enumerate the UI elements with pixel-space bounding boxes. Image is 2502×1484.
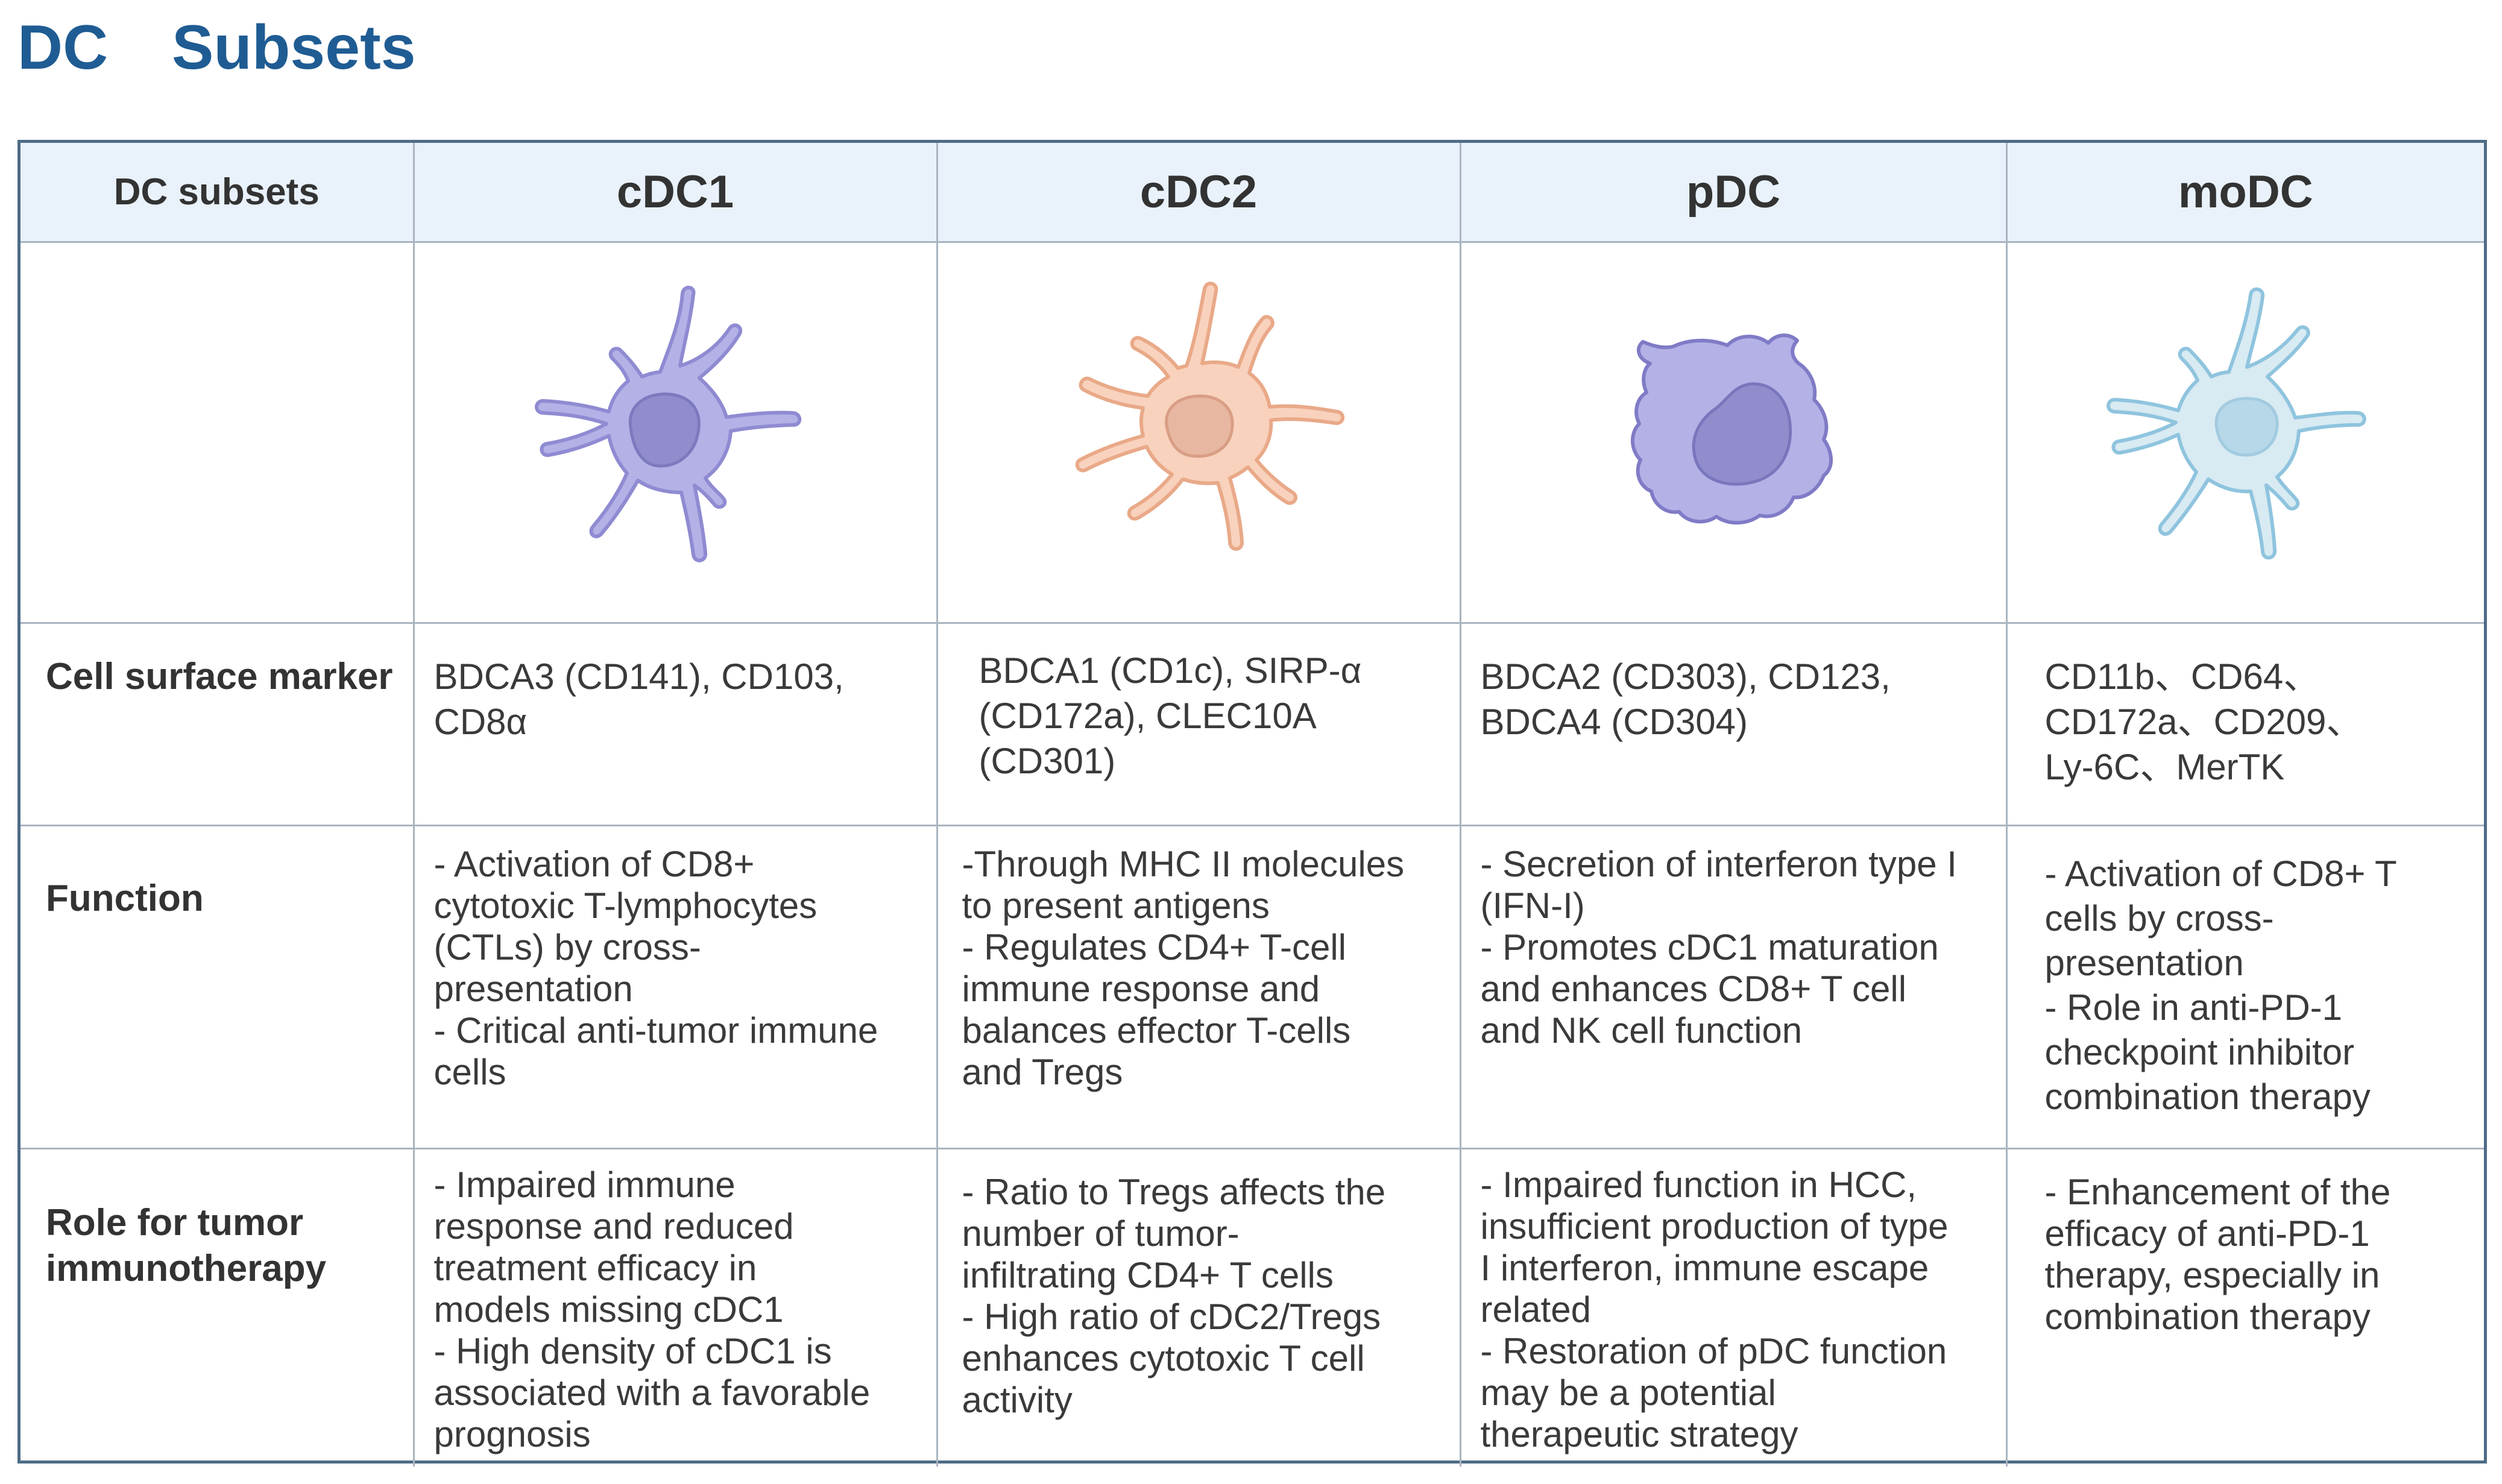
role-text-cdc2: - Ratio to Tregs affects the number of t… — [962, 1171, 1386, 1420]
pdc-cell-icon — [1630, 333, 1833, 525]
marker-cell-cdc1: BDCA3 (CD141), CD103, CD8α — [412, 621, 938, 826]
function-text-cdc1: - Activation of CD8+ cytotoxic T-lymphoc… — [433, 843, 878, 1092]
function-cell-cdc2: -Through MHC II molecules to present ant… — [936, 824, 1461, 1149]
function-text-pdc: - Secretion of interferon type I (IFN-I)… — [1480, 843, 1957, 1051]
row-label-role-for-tumor-immunotherapy: Role for tumor immunotherapy — [20, 1147, 415, 1467]
cell-illustration-cdc1 — [412, 241, 938, 624]
cell-illustration-modc — [2005, 241, 2484, 624]
header-row: DC subsets cDC1 cDC2 pDC moDC — [20, 143, 2484, 243]
role-cell-cdc2: - Ratio to Tregs affects the number of t… — [936, 1147, 1461, 1467]
column-header-pdc: pDC — [1459, 143, 2008, 243]
column-header-modc: moDC — [2005, 143, 2484, 243]
corner-header: DC subsets — [20, 143, 415, 243]
dc-subsets-table: DC subsets cDC1 cDC2 pDC moDC — [17, 140, 2487, 1467]
marker-text-pdc: BDCA2 (CD303), CD123, BDCA4 (CD304) — [1480, 656, 1891, 742]
column-header-cdc1: cDC1 — [412, 143, 938, 243]
column-header-cdc2: cDC2 — [936, 143, 1461, 243]
function-row: Function - Activation of CD8+ cytotoxic … — [20, 824, 2484, 1149]
role-cell-modc: - Enhancement of the efficacy of anti-PD… — [2005, 1147, 2484, 1467]
illustration-row-label — [20, 241, 415, 624]
row-label-text: Role for tumor immunotherapy — [46, 1201, 327, 1289]
role-for-tumor-immunotherapy-row: Role for tumor immunotherapy - Impaired … — [20, 1147, 2484, 1467]
cdc1-cell-icon — [535, 286, 802, 562]
row-label-text: Cell surface marker — [46, 655, 393, 697]
role-cell-cdc1: - Impaired immune response and reduced t… — [412, 1147, 938, 1467]
role-text-modc: - Enhancement of the efficacy of anti-PD… — [2044, 1171, 2391, 1337]
page-title: DC Subsets — [17, 13, 416, 83]
function-cell-modc: - Activation of CD8+ T cells by cross- p… — [2005, 824, 2484, 1149]
cell-surface-marker-row: Cell surface marker BDCA3 (CD141), CD103… — [20, 621, 2484, 826]
cell-illustration-pdc — [1459, 241, 2008, 624]
function-cell-pdc: - Secretion of interferon type I (IFN-I)… — [1459, 824, 2008, 1149]
function-text-cdc2: -Through MHC II molecules to present ant… — [962, 843, 1405, 1092]
illustration-row — [20, 241, 2484, 624]
marker-text-cdc2: BDCA1 (CD1c), SIRP-α (CD172a), CLEC10A (… — [978, 650, 1362, 781]
role-text-cdc1: - Impaired immune response and reduced t… — [433, 1164, 871, 1454]
modc-cell-icon — [2106, 288, 2366, 560]
role-cell-pdc: - Impaired function in HCC, insufficient… — [1459, 1147, 2008, 1467]
role-text-pdc: - Impaired function in HCC, insufficient… — [1480, 1164, 1949, 1454]
row-label-function: Function — [20, 824, 415, 1149]
cell-illustration-cdc2 — [936, 241, 1461, 624]
row-label-text: Function — [46, 877, 204, 919]
function-cell-cdc1: - Activation of CD8+ cytotoxic T-lymphoc… — [412, 824, 938, 1149]
marker-cell-modc: CD11b、CD64、 CD172a、CD209、 Ly-6C、MerTK — [2005, 621, 2484, 826]
marker-cell-pdc: BDCA2 (CD303), CD123, BDCA4 (CD304) — [1459, 621, 2008, 826]
marker-cell-cdc2: BDCA1 (CD1c), SIRP-α (CD172a), CLEC10A (… — [936, 621, 1461, 826]
marker-text-cdc1: BDCA3 (CD141), CD103, CD8α — [433, 656, 844, 742]
cdc2-cell-icon — [1075, 281, 1344, 551]
marker-text-modc: CD11b、CD64、 CD172a、CD209、 Ly-6C、MerTK — [2044, 656, 2363, 787]
function-text-modc: - Activation of CD8+ T cells by cross- p… — [2044, 853, 2397, 1117]
row-label-cell-surface-marker: Cell surface marker — [20, 621, 415, 826]
